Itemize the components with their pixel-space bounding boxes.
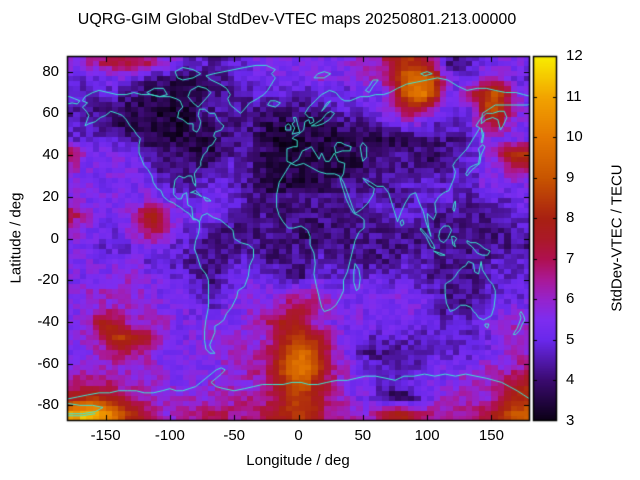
y-tick-label: -40 — [37, 312, 59, 330]
x-axis-label: Longitude / deg — [246, 452, 350, 469]
x-tick-label: 50 — [354, 427, 372, 444]
colorbar-tick-label: 12 — [566, 47, 583, 64]
colorbar-tick-label: 6 — [566, 290, 575, 308]
x-tick-label: 0 — [294, 427, 303, 444]
x-tick-label: -50 — [223, 427, 246, 444]
y-tick-label: 40 — [42, 146, 59, 164]
x-tick-label: -100 — [154, 427, 185, 444]
y-tick-label: 20 — [42, 187, 59, 205]
y-tick-label: -60 — [37, 354, 59, 372]
colorbar-tick-label: 9 — [566, 168, 575, 186]
y-tick-label: 0 — [50, 229, 59, 247]
x-tick-label: -150 — [90, 427, 121, 444]
colorbar-tick-label: 11 — [566, 87, 582, 105]
y-tick-label: 80 — [42, 62, 59, 80]
colorbar-tick-label: 7 — [566, 249, 575, 267]
colorbar-tick-label: 5 — [566, 330, 575, 348]
y-tick-label: -20 — [37, 271, 59, 289]
chart-title: UQRG-GIM Global StdDev-VTEC maps 2025080… — [77, 11, 517, 28]
y-tick-label: 60 — [42, 104, 59, 122]
x-tick-label: 150 — [478, 427, 504, 444]
colorbar-label: StdDev-VTEC / TECU — [608, 164, 626, 312]
y-tick-label: -80 — [37, 396, 59, 414]
colorbar-tick-label: 3 — [566, 412, 575, 429]
x-tick-label: 100 — [414, 427, 440, 444]
colorbar-tick-label: 10 — [566, 128, 583, 146]
colorbar-tick-label: 4 — [566, 371, 575, 389]
colorbar-tick-label: 8 — [566, 209, 575, 227]
